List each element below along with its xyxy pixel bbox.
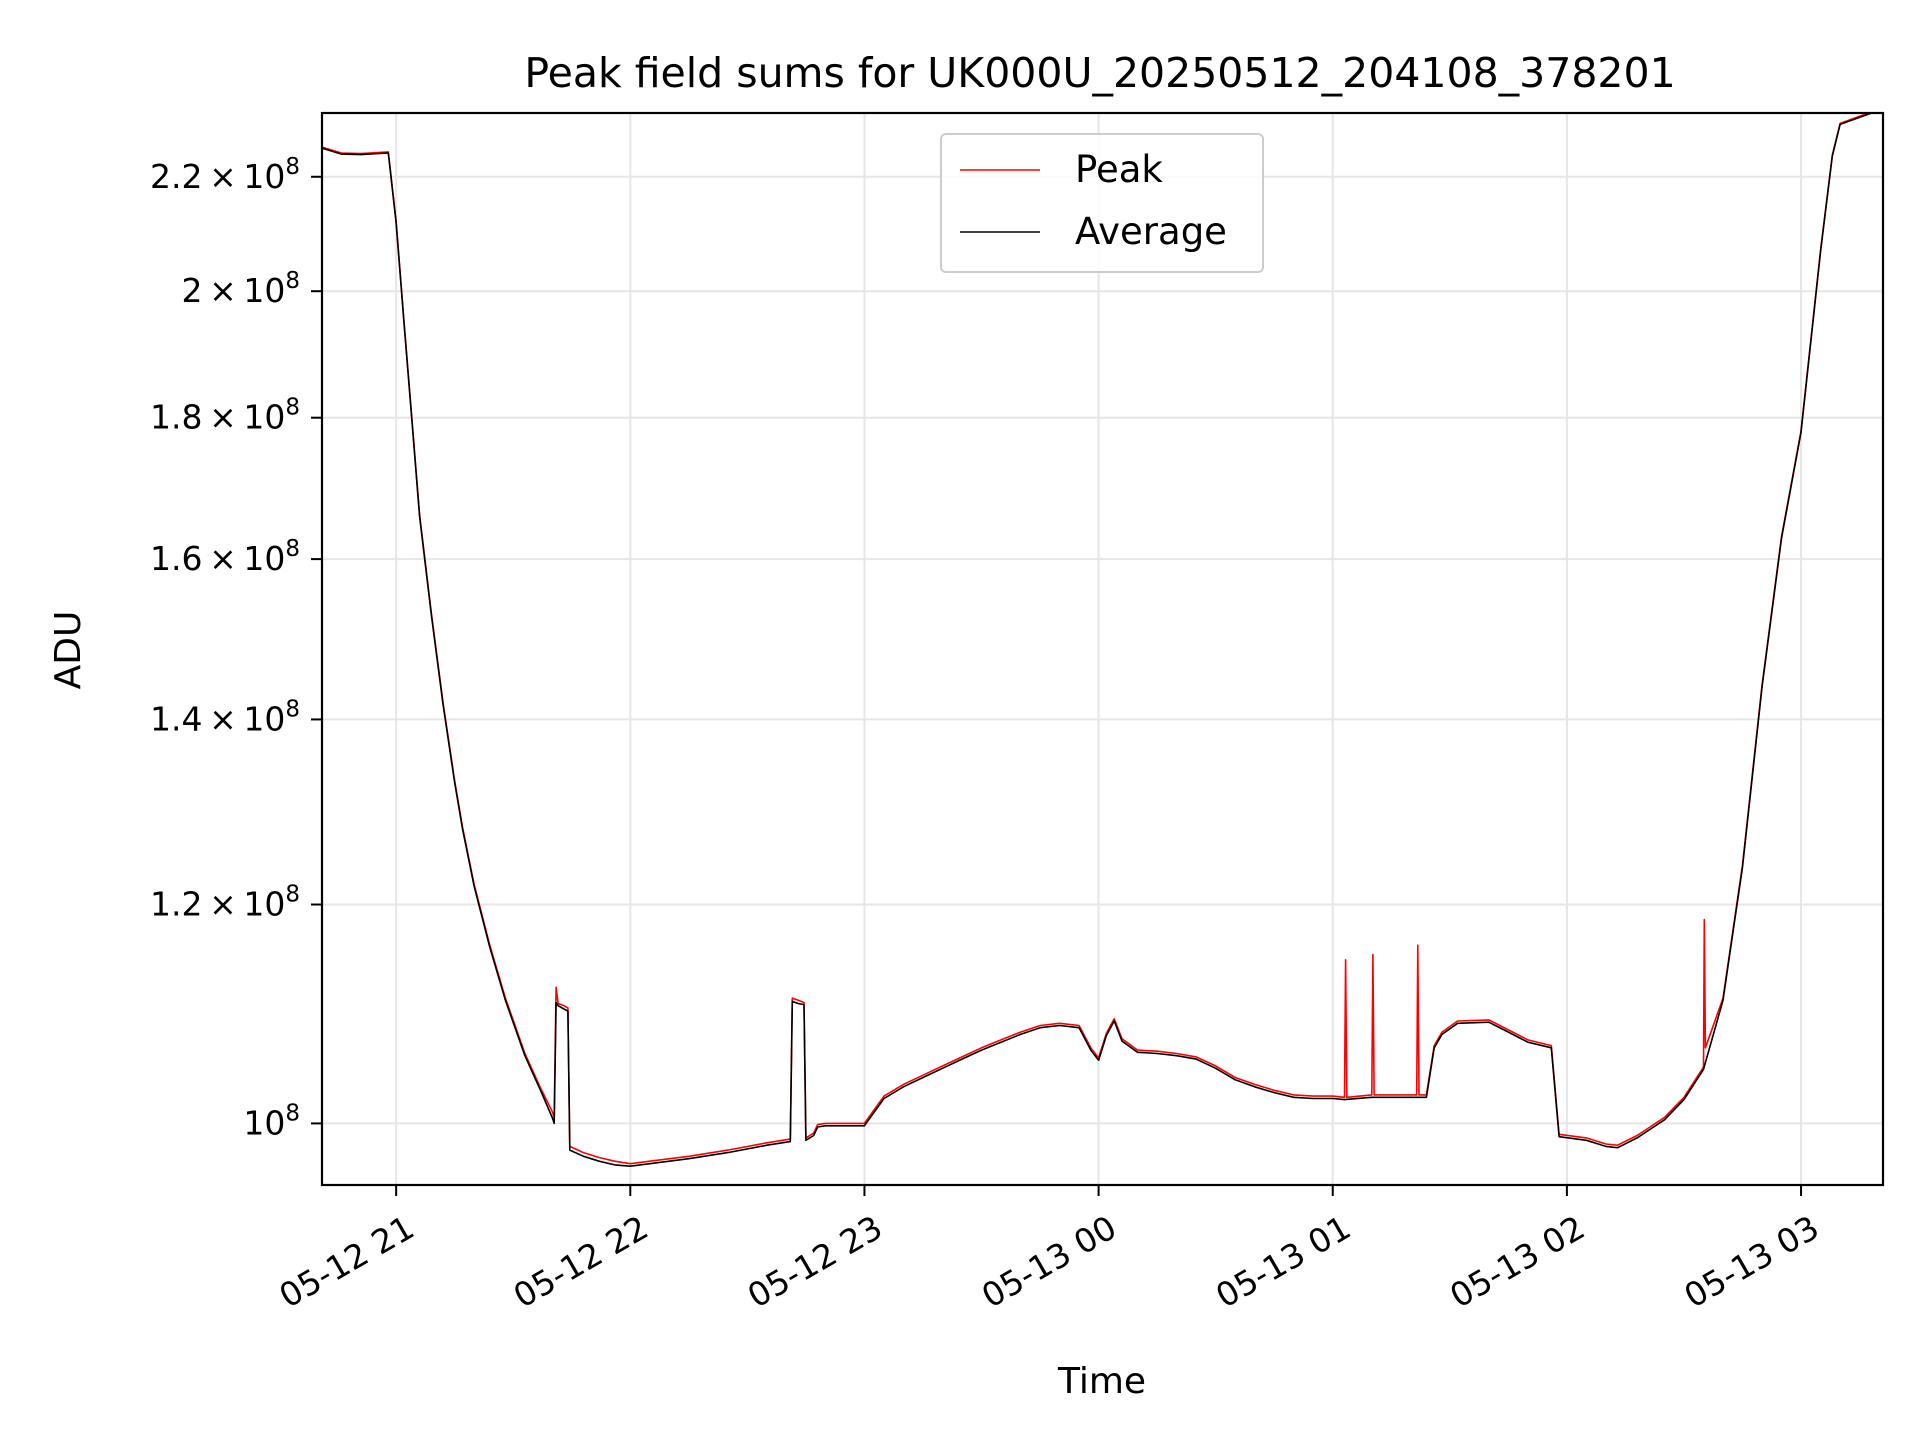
y-tick-label: 1.4 × 108: [150, 696, 300, 738]
legend-box: [940, 133, 1264, 273]
series-line-peak: [322, 113, 1872, 1165]
series-layer: [322, 113, 1875, 1167]
legend: Peak Average: [940, 133, 1264, 273]
series-line-average: [322, 113, 1875, 1167]
y-axis: 108 1.2 × 108 1.4 × 108 1.6 × 108 1.8 × 108 2…: [150, 154, 322, 1142]
x-axis-label: Time: [1057, 1361, 1146, 1402]
y-tick-label: 108: [243, 1100, 300, 1142]
y-tick-label: 1.6 × 108: [150, 536, 300, 578]
plot-frame: [320, 111, 1885, 1187]
chart-title: Peak field sums for UK000U_20250512_2041…: [524, 49, 1675, 97]
legend-label-average: Average: [1075, 210, 1227, 253]
y-tick-label: 1.8 × 108: [150, 395, 300, 437]
y-tick-label: 2 × 108: [182, 268, 300, 310]
y-tick-label: 2.2 × 108: [150, 154, 300, 196]
legend-label-peak: Peak: [1075, 148, 1163, 191]
y-axis-label: ADU: [48, 611, 89, 690]
y-tick-label: 1.2 × 108: [150, 882, 300, 924]
